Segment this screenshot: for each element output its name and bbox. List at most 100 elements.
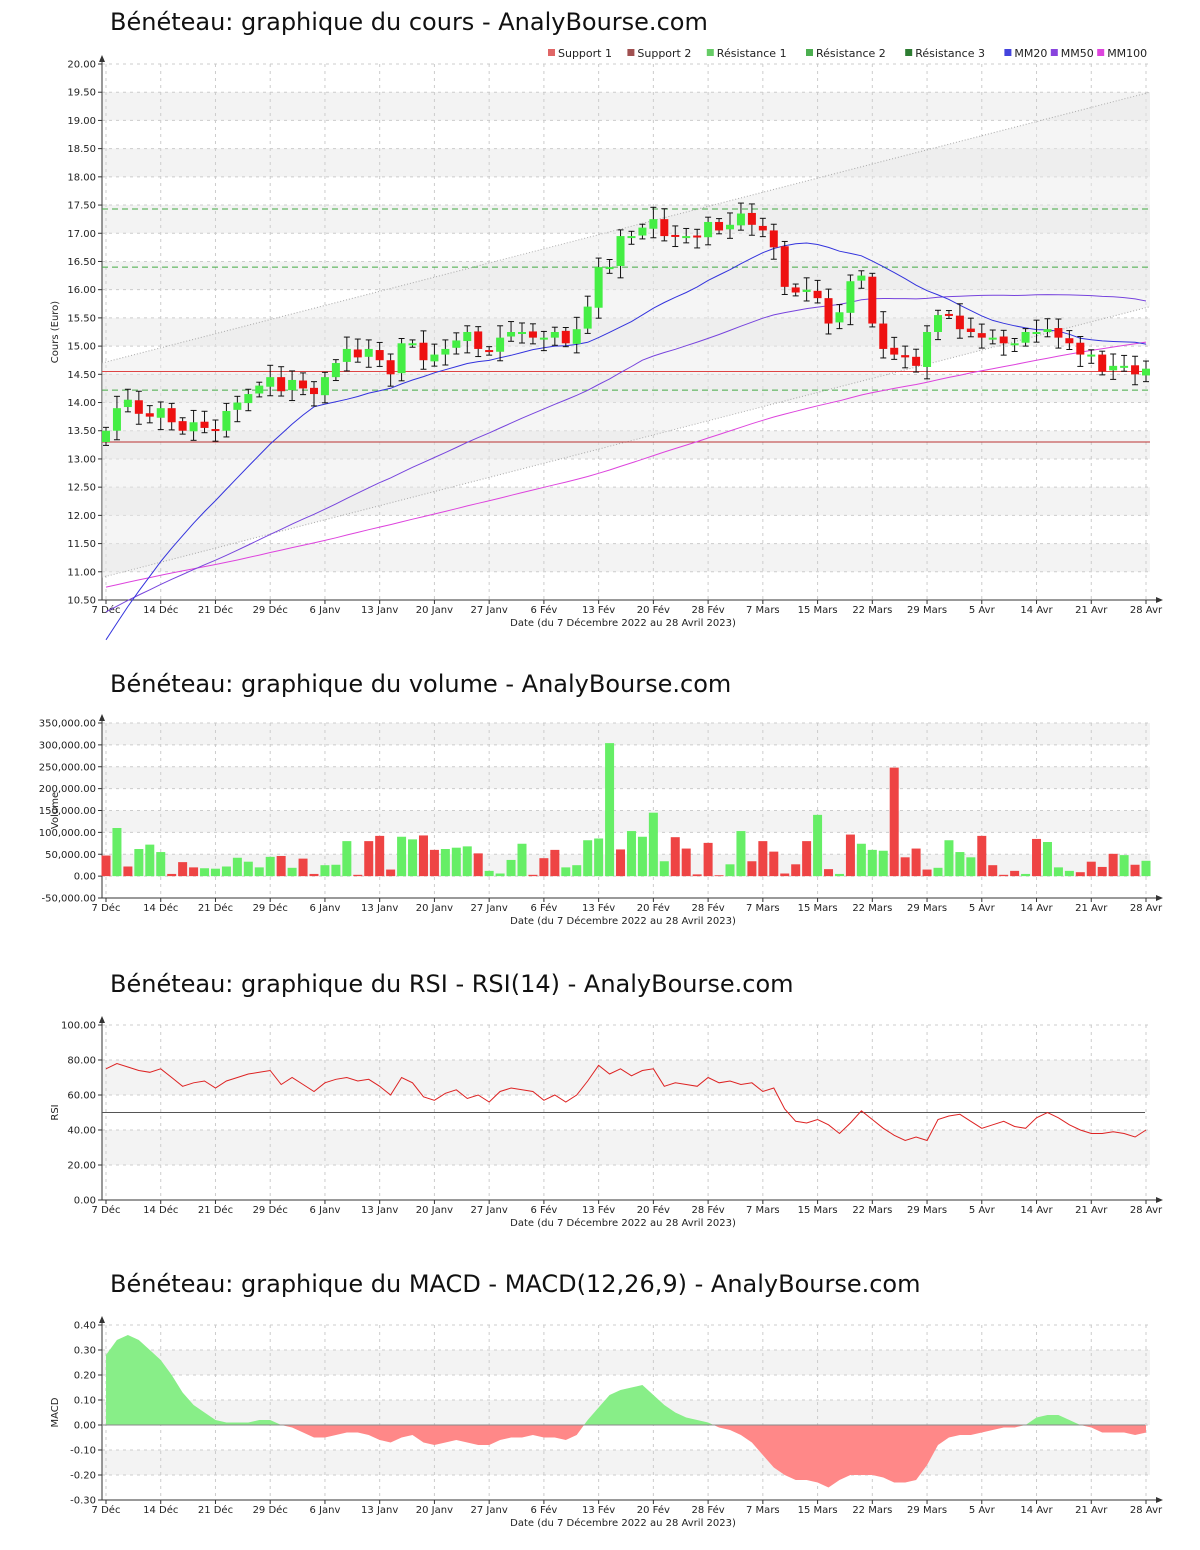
volume-bar — [320, 865, 330, 877]
volume-y-tick-label: 200,000.00 — [39, 784, 96, 795]
legend-entry-1: Support 2 — [637, 47, 691, 60]
volume-bar — [254, 867, 264, 877]
candle-body — [594, 267, 603, 308]
macd-x-tick-label: 21 Avr — [1075, 1505, 1108, 1516]
candle-body — [988, 337, 997, 340]
volume-bar — [353, 874, 363, 877]
legend-swatch-6 — [1050, 49, 1058, 56]
volume-bar — [386, 869, 396, 877]
volume-bar — [845, 834, 855, 877]
rsi-x-tick-label: 13 Janv — [361, 1205, 398, 1216]
macd-x-tick-label: 13 Janv — [361, 1505, 398, 1516]
price-y-tick-label: 19.00 — [67, 116, 96, 127]
candle-body — [167, 408, 176, 423]
candle-body — [605, 267, 614, 270]
price-band — [102, 374, 1150, 403]
candle-body — [507, 332, 516, 337]
candle-body — [430, 354, 439, 362]
price-x-tick-label: 29 Déc — [253, 604, 288, 616]
candle-body — [813, 290, 822, 299]
price-x-tick-label: 13 Fév — [582, 604, 615, 616]
volume-bar — [867, 849, 877, 877]
price-x-tick-label: 14 Avr — [1020, 605, 1053, 616]
candle-body — [102, 430, 110, 443]
volume-bar — [210, 868, 220, 877]
candle-body — [627, 236, 636, 239]
candle-body — [342, 348, 351, 362]
volume-bar — [451, 847, 461, 877]
volume-bar — [156, 852, 166, 877]
rsi-x-tick-label: 20 Fév — [637, 1204, 670, 1216]
macd-x-tick-label: 20 Fév — [637, 1504, 670, 1516]
macd-negative-area — [713, 1425, 1026, 1488]
candle-body — [123, 399, 132, 408]
rsi-y-tick-label: 40.00 — [67, 1126, 96, 1137]
volume-bar — [626, 831, 636, 877]
volume-bar — [550, 849, 560, 877]
mm50-line — [105, 294, 1147, 613]
volume-bar — [145, 844, 155, 877]
price-x-tick-label: 27 Janv — [471, 605, 508, 616]
candle-body — [222, 410, 231, 431]
price-x-tick-label: 7 Déc — [92, 604, 121, 616]
candle-body — [211, 429, 220, 432]
price-y-tick-label: 11.50 — [67, 539, 96, 550]
volume-bar — [725, 864, 735, 877]
volume-x-tick-label: 22 Mars — [852, 903, 892, 914]
rsi-y-tick-label: 100.00 — [61, 1021, 96, 1032]
volume-x-tick-label: 27 Janv — [471, 903, 508, 914]
candle-body — [178, 421, 187, 431]
macd-x-tick-label: 5 Avr — [969, 1505, 996, 1516]
macd-y-axis-title: MACD — [50, 1397, 61, 1427]
volume-y-axis-title: Volume — [50, 792, 61, 829]
volume-bar — [878, 850, 888, 877]
volume-x-tick-label: 28 Avr — [1130, 903, 1163, 914]
candle-body — [386, 360, 395, 375]
volume-bar — [900, 857, 910, 877]
volume-x-tick-label: 21 Avr — [1075, 903, 1108, 914]
volume-x-tick-label: 13 Fév — [582, 902, 615, 914]
candle-body — [890, 347, 899, 355]
volume-bar — [506, 859, 516, 877]
macd-x-tick-label: 20 Janv — [416, 1505, 453, 1516]
candle-body — [901, 355, 910, 358]
legend-entry-4: Résistance 3 — [915, 47, 985, 60]
rsi-band — [102, 1060, 1150, 1095]
volume-bar — [681, 848, 691, 877]
volume-x-tick-label: 14 Avr — [1020, 903, 1053, 914]
candle-body — [616, 236, 625, 266]
volume-bar — [648, 812, 658, 877]
price-y-tick-label: 18.50 — [67, 144, 96, 155]
candle-body — [299, 380, 308, 389]
macd-positive-area — [106, 1335, 282, 1425]
volume-bar — [659, 861, 669, 877]
volume-bar — [276, 856, 286, 877]
candle-body — [758, 225, 767, 231]
volume-y-tick-label: 250,000.00 — [39, 762, 96, 773]
candle-body — [955, 315, 964, 330]
rsi-x-tick-label: 29 Déc — [253, 1204, 288, 1216]
candle-body — [835, 312, 844, 323]
rsi-x-tick-label: 5 Avr — [969, 1205, 996, 1216]
volume-bar — [999, 874, 1009, 877]
candle-body — [824, 298, 833, 324]
price-x-tick-label: 29 Mars — [907, 605, 947, 616]
price-x-axis-title: Date (du 7 Décembre 2022 au 28 Avril 202… — [510, 617, 736, 629]
legend-swatch-4 — [905, 49, 913, 56]
rsi-y-axis-arrow — [99, 1016, 105, 1023]
candle-body — [441, 348, 450, 355]
volume-bar — [528, 874, 538, 877]
legend-swatch-1 — [627, 49, 635, 56]
volume-x-tick-label: 7 Mars — [746, 903, 780, 914]
candle-body — [145, 413, 154, 417]
candle-body — [977, 333, 986, 338]
volume-bar — [539, 858, 549, 877]
legend-swatch-2 — [706, 49, 714, 56]
rsi-x-tick-label: 15 Mars — [798, 1205, 838, 1216]
volume-chart-title: Bénéteau: graphique du volume - AnalyBou… — [110, 670, 732, 698]
price-y-tick-label: 17.00 — [67, 229, 96, 240]
price-x-tick-label: 21 Avr — [1075, 605, 1108, 616]
volume-bar — [112, 828, 122, 877]
macd-y-tick-label: 0.00 — [74, 1421, 96, 1432]
